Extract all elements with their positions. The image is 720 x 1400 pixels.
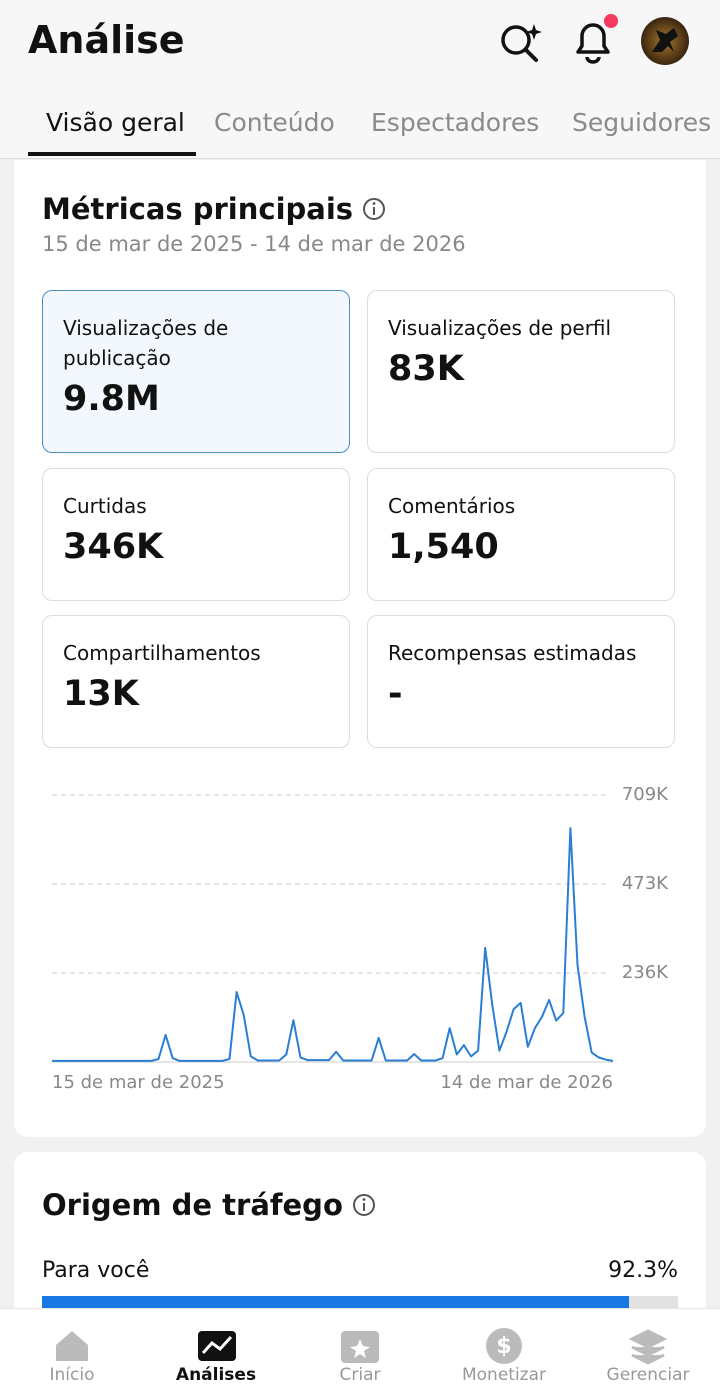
tab[interactable]: Seguidores	[572, 108, 712, 137]
metric-label: Visualizações de perfil	[388, 316, 612, 340]
date-range: 15 de mar de 2025 - 14 de mar de 2026	[42, 232, 466, 256]
traffic-value: 92.3%	[608, 1258, 678, 1283]
metric-label: Recompensas estimadas	[388, 641, 637, 665]
traffic-bar	[42, 1296, 630, 1310]
traffic-track	[42, 1296, 678, 1310]
header: Análise Visão geral Conteúdo Espectadore…	[0, 0, 720, 159]
nav-item[interactable]: Início	[49, 1365, 95, 1385]
nav-item[interactable]: Criar	[339, 1365, 381, 1385]
nav-item[interactable]: Monetizar	[461, 1365, 547, 1385]
nav-item[interactable]: Gerenciar	[606, 1365, 690, 1385]
section-title: Origem de tráfego	[42, 1188, 343, 1222]
y-tick-label: 236K	[622, 962, 669, 983]
y-tick-label: 709K	[622, 784, 669, 805]
x-tick-label: 15 de mar de 2025	[52, 1072, 225, 1093]
info-icon[interactable]	[359, 194, 389, 224]
metric-label: Curtidas	[63, 494, 147, 518]
metric-label: Compartilhamentos	[63, 641, 261, 665]
metric-card[interactable]: Compartilhamentos 13K	[42, 615, 350, 748]
bottom-nav: $ Início Análises Criar Monetizar Gerenc…	[0, 1308, 720, 1400]
info-icon[interactable]	[349, 1190, 379, 1220]
metric-card[interactable]: Curtidas 346K	[42, 468, 350, 601]
metric-value: 9.8M	[63, 379, 160, 419]
data-line	[52, 827, 614, 1062]
metric-card[interactable]: Recompensas estimadas -	[367, 615, 675, 748]
search-icon[interactable]	[496, 20, 544, 64]
section-title: Métricas principais	[42, 192, 354, 226]
metric-card[interactable]: Visualizações de perfil 83K	[367, 290, 675, 453]
tab[interactable]: Visão geral	[46, 108, 185, 137]
metric-label: Visualizações de publicação	[63, 316, 229, 370]
notifications-icon[interactable]	[568, 14, 620, 64]
metrics-card: Métricas principais 15 de mar de 2025 - …	[14, 160, 706, 1137]
tab[interactable]: Espectadores	[371, 108, 540, 137]
nav-icons: $	[56, 1328, 668, 1365]
svg-text:$: $	[496, 1334, 511, 1359]
metric-value: 1,540	[388, 527, 499, 567]
metric-value: -	[388, 674, 403, 714]
traffic-heading: Origem de tráfego	[42, 1188, 379, 1222]
line-chart: 236K 473K 709K 15 de mar de 2025 14 de mar d…	[52, 784, 669, 1093]
tab-indicator	[28, 152, 196, 156]
metric-value: 83K	[388, 349, 464, 389]
metric-value: 13K	[63, 674, 139, 714]
y-tick-label: 473K	[622, 873, 669, 894]
metric-value: 346K	[63, 527, 164, 567]
metric-label: Comentários	[388, 494, 516, 518]
traffic-name: Para você	[42, 1258, 150, 1283]
avatar[interactable]	[640, 16, 690, 66]
metric-card[interactable]: Comentários 1,540	[367, 468, 675, 601]
x-tick-label: 14 de mar de 2026	[440, 1072, 613, 1093]
nav-item[interactable]: Análises	[175, 1365, 257, 1385]
page-title: Análise	[28, 18, 185, 62]
metric-card[interactable]: Visualizações de publicação 9.8M	[42, 290, 350, 453]
tab[interactable]: Conteúdo	[214, 108, 335, 137]
metrics-heading: Métricas principais	[42, 192, 389, 226]
